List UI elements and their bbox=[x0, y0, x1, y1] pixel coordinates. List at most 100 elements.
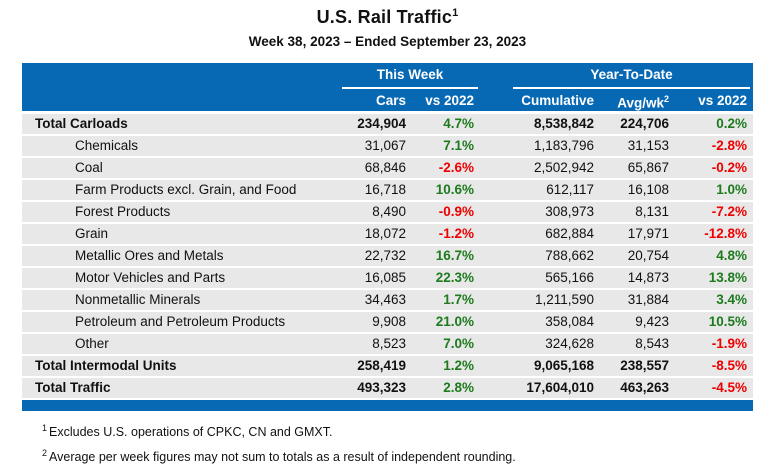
cell-avg-per-week: 16,108 bbox=[627, 182, 669, 197]
cell-week-vs-2022: 21.0% bbox=[435, 314, 474, 329]
table-row: Forest Products 8,490 -0.9% 308,973 8,13… bbox=[22, 202, 753, 222]
cell-ytd-vs-2022: -8.5% bbox=[711, 358, 747, 373]
cell-week-vs-2022: 16.7% bbox=[435, 248, 474, 263]
row-category-label: Metallic Ores and Metals bbox=[75, 248, 224, 263]
table-row: Petroleum and Petroleum Products 9,908 2… bbox=[22, 312, 753, 332]
cell-cars: 16,085 bbox=[364, 270, 406, 285]
cell-avg-per-week: 31,153 bbox=[627, 138, 669, 153]
cell-avg-per-week: 463,263 bbox=[620, 380, 669, 395]
cell-avg-per-week: 8,131 bbox=[635, 204, 669, 219]
cell-ytd-vs-2022: 3.4% bbox=[716, 292, 747, 307]
cell-cars: 8,523 bbox=[372, 336, 406, 351]
cell-ytd-vs-2022: 4.8% bbox=[716, 248, 747, 263]
cell-avg-per-week: 9,423 bbox=[635, 314, 669, 329]
cell-ytd-vs-2022: -12.8% bbox=[704, 226, 747, 241]
row-category-label: Other bbox=[75, 336, 109, 351]
cell-cumulative: 612,117 bbox=[546, 182, 594, 197]
cell-ytd-vs-2022: -0.2% bbox=[711, 160, 747, 175]
cell-cumulative: 17,604,010 bbox=[526, 380, 594, 395]
row-category-label: Total Traffic bbox=[35, 380, 111, 395]
cell-ytd-vs-2022: 1.0% bbox=[716, 182, 747, 197]
row-category-label: Petroleum and Petroleum Products bbox=[75, 314, 286, 329]
cell-ytd-vs-2022: -4.5% bbox=[711, 380, 747, 395]
column-header-ytd-vs-2022: vs 2022 bbox=[698, 93, 747, 109]
table-body: Total Carloads 234,904 4.7% 8,538,842 22… bbox=[22, 114, 753, 398]
footnote-1-superscript: 1 bbox=[42, 423, 48, 433]
table-row: Total Traffic 493,323 2.8% 17,604,010 46… bbox=[22, 378, 753, 398]
cell-cumulative: 565,166 bbox=[545, 270, 594, 285]
group-header-year-to-date-label: Year-To-Date bbox=[513, 67, 750, 89]
cell-week-vs-2022: 1.7% bbox=[443, 292, 474, 307]
cell-cumulative: 324,628 bbox=[545, 336, 594, 351]
cell-cumulative: 682,884 bbox=[545, 226, 594, 241]
column-header-week-vs-2022: vs 2022 bbox=[425, 93, 474, 109]
cell-week-vs-2022: 10.6% bbox=[435, 182, 474, 197]
column-header-avg-per-week: Avg/wk2 bbox=[617, 94, 669, 111]
cell-ytd-vs-2022: -2.8% bbox=[711, 138, 747, 153]
footnote-1-text: Excludes U.S. operations of CPKC, CN and… bbox=[49, 425, 333, 440]
cell-cumulative: 1,183,796 bbox=[533, 138, 594, 153]
cell-avg-per-week: 31,884 bbox=[627, 292, 669, 307]
table-row: Chemicals 31,067 7.1% 1,183,796 31,153 -… bbox=[22, 136, 753, 156]
row-category-label: Motor Vehicles and Parts bbox=[75, 270, 226, 285]
table-row: Other 8,523 7.0% 324,628 8,543 -1.9% bbox=[22, 334, 753, 354]
column-header-cars: Cars bbox=[375, 93, 406, 109]
table-row: Coal 68,846 -2.6% 2,502,942 65,867 -0.2% bbox=[22, 158, 753, 178]
cell-avg-per-week: 17,971 bbox=[627, 226, 669, 241]
row-category-label: Chemicals bbox=[75, 138, 139, 153]
cell-avg-per-week: 8,543 bbox=[635, 336, 669, 351]
cell-week-vs-2022: -0.9% bbox=[438, 204, 474, 219]
cell-week-vs-2022: 7.1% bbox=[443, 138, 474, 153]
page-title-superscript: 1 bbox=[452, 7, 459, 19]
footnote-2-text: Average per week figures may not sum to … bbox=[49, 449, 516, 464]
table-row: Total Carloads 234,904 4.7% 8,538,842 22… bbox=[22, 114, 753, 134]
cell-cars: 258,419 bbox=[357, 358, 406, 373]
table-footer-bar bbox=[22, 400, 753, 411]
cell-cars: 8,490 bbox=[372, 204, 406, 219]
cell-avg-per-week: 65,867 bbox=[627, 160, 669, 175]
row-category-label: Grain bbox=[75, 226, 109, 241]
avgwk-superscript: 2 bbox=[663, 94, 669, 104]
cell-cumulative: 1,211,590 bbox=[534, 292, 594, 307]
table-header: This Week Year-To-Date Cars vs 2022 Cumu… bbox=[22, 63, 753, 111]
cell-avg-per-week: 238,557 bbox=[620, 358, 669, 373]
cell-avg-per-week: 224,706 bbox=[620, 116, 669, 131]
cell-week-vs-2022: 22.3% bbox=[435, 270, 474, 285]
cell-ytd-vs-2022: -7.2% bbox=[711, 204, 747, 219]
cell-cars: 16,718 bbox=[364, 182, 406, 197]
page-title: U.S. Rail Traffic1 bbox=[0, 7, 775, 28]
column-header-cumulative: Cumulative bbox=[521, 93, 594, 109]
cell-cars: 22,732 bbox=[364, 248, 406, 263]
cell-cars: 31,067 bbox=[364, 138, 406, 153]
row-category-label: Farm Products excl. Grain, and Food bbox=[75, 182, 297, 197]
footnote-2-superscript: 2 bbox=[42, 447, 48, 458]
cell-week-vs-2022: 1.2% bbox=[443, 358, 474, 373]
table-row: Nonmetallic Minerals 34,463 1.7% 1,211,5… bbox=[22, 290, 753, 310]
cell-cumulative: 788,662 bbox=[545, 248, 594, 263]
cell-week-vs-2022: 2.8% bbox=[443, 380, 474, 395]
cell-cars: 18,072 bbox=[364, 226, 406, 241]
page-title-text: U.S. Rail Traffic bbox=[316, 7, 453, 27]
cell-cars: 68,846 bbox=[364, 160, 406, 175]
cell-ytd-vs-2022: 13.8% bbox=[708, 270, 747, 285]
group-header-spacer bbox=[22, 67, 332, 89]
row-category-label: Forest Products bbox=[75, 204, 171, 219]
cell-cumulative: 308,973 bbox=[545, 204, 594, 219]
cell-cars: 34,463 bbox=[364, 292, 406, 307]
table-row: Grain 18,072 -1.2% 682,884 17,971 -12.8% bbox=[22, 224, 753, 244]
page-subtitle: Week 38, 2023 – Ended September 23, 2023 bbox=[248, 34, 527, 49]
cell-week-vs-2022: -1.2% bbox=[438, 226, 474, 241]
cell-week-vs-2022: 7.0% bbox=[443, 336, 474, 351]
table-row: Farm Products excl. Grain, and Food 16,7… bbox=[22, 180, 753, 200]
row-category-label: Total Intermodal Units bbox=[35, 358, 177, 373]
cell-ytd-vs-2022: 0.2% bbox=[716, 116, 747, 131]
table-row: Metallic Ores and Metals 22,732 16.7% 78… bbox=[22, 246, 753, 266]
table-row: Total Intermodal Units 258,419 1.2% 9,06… bbox=[22, 356, 753, 376]
cell-week-vs-2022: 4.7% bbox=[443, 116, 474, 131]
cell-avg-per-week: 14,873 bbox=[627, 270, 669, 285]
group-header-this-week: This Week bbox=[332, 67, 480, 89]
footnotes: 1 Excludes U.S. operations of CPKC, CN an… bbox=[42, 423, 516, 473]
cell-cars: 9,908 bbox=[372, 314, 406, 329]
cell-cumulative: 9,065,168 bbox=[533, 358, 594, 373]
